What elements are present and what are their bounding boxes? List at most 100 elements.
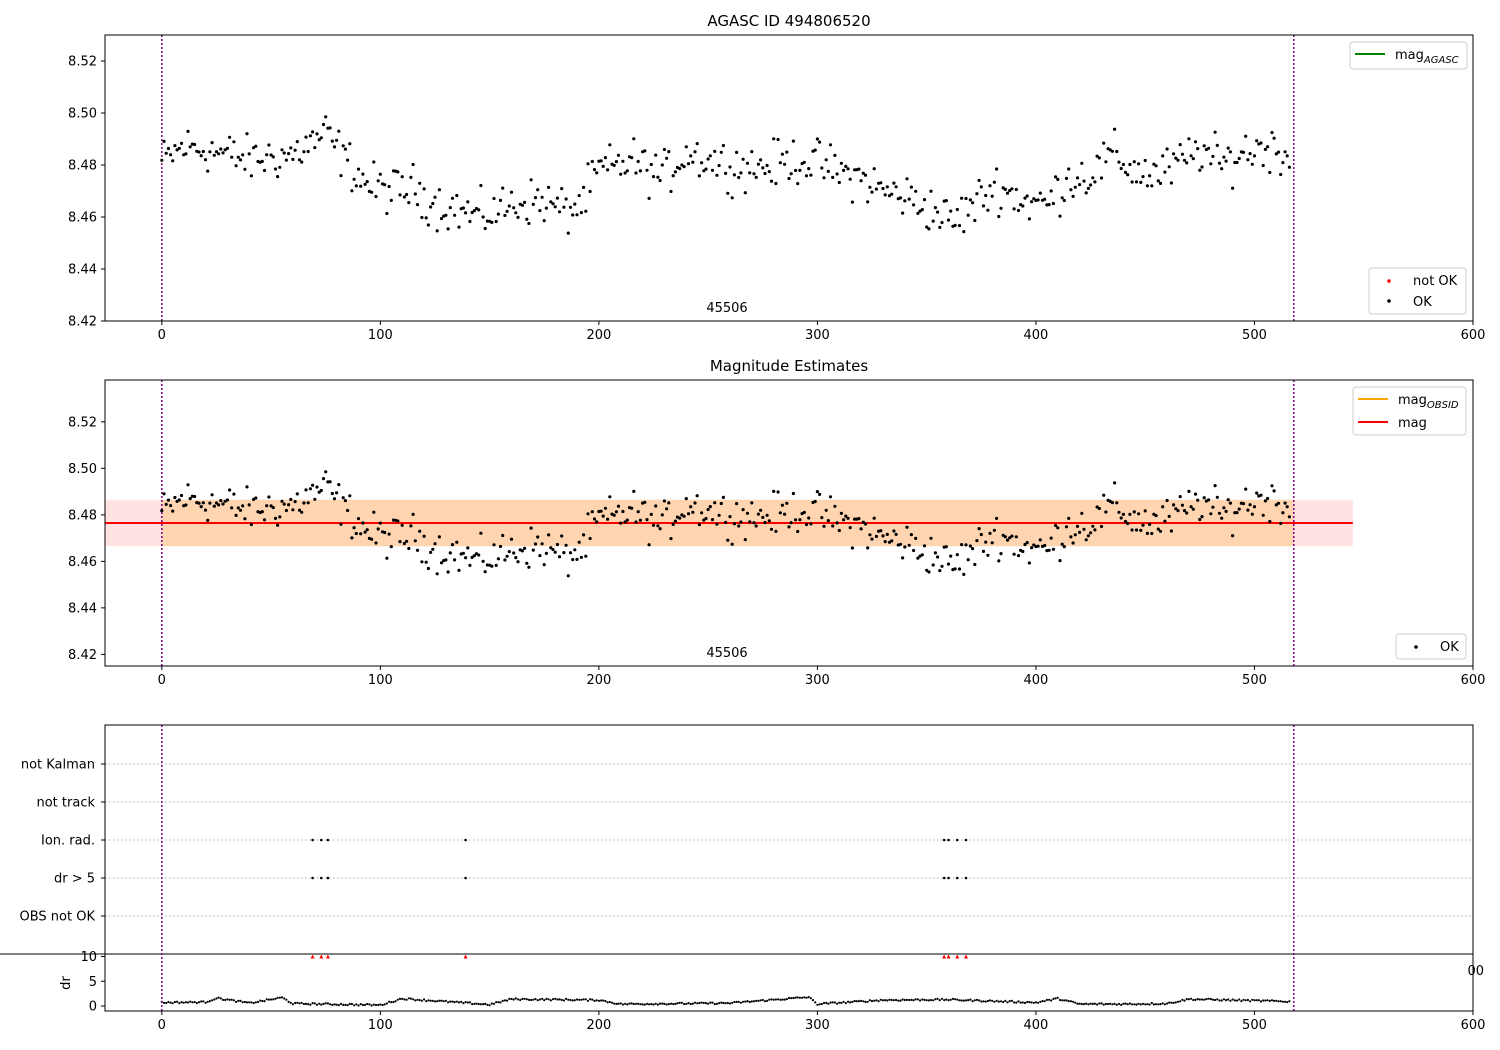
dr-point <box>630 1002 633 1005</box>
dr-point <box>248 1001 251 1004</box>
dr-point <box>1192 998 1195 1002</box>
data-point-ok <box>662 499 667 503</box>
data-point-ok <box>1154 514 1158 518</box>
dr-point <box>973 999 976 1002</box>
data-point-ok <box>523 546 527 550</box>
data-point-ok <box>203 508 208 512</box>
data-point-ok <box>455 540 459 544</box>
data-point-ok <box>1200 165 1204 169</box>
dr-point <box>1190 997 1193 1000</box>
dr-point <box>818 1003 821 1006</box>
dr-point <box>377 1003 380 1007</box>
data-point-ok <box>839 161 844 165</box>
dr-point <box>482 1003 485 1006</box>
dr-point <box>1072 1000 1075 1003</box>
data-point-ok <box>1178 495 1182 499</box>
data-point-ok <box>262 518 267 522</box>
y-tick-label: 8.44 <box>68 601 97 616</box>
dr-point <box>165 1001 168 1005</box>
data-point-ok <box>464 211 468 215</box>
dr-point <box>169 1001 172 1004</box>
data-point-ok <box>186 129 190 133</box>
dr-point <box>1139 1003 1142 1006</box>
data-point-ok <box>936 210 940 214</box>
data-point-ok <box>1104 160 1108 164</box>
dr-point <box>1181 998 1184 1001</box>
dr-point <box>530 998 533 1002</box>
dr-point <box>217 996 220 999</box>
dr-point <box>641 1003 644 1006</box>
dr-point <box>287 1000 290 1004</box>
dr-point <box>761 998 764 1002</box>
data-point-ok <box>1187 489 1191 493</box>
flag-point <box>955 876 959 880</box>
obsid-label: 45506 <box>706 301 747 316</box>
dr-point <box>1166 1002 1169 1005</box>
dr-point <box>1244 999 1247 1002</box>
dr-point <box>1152 1003 1155 1006</box>
data-point-ok <box>665 156 669 160</box>
dr-point <box>726 1001 729 1005</box>
dr-point <box>197 1001 201 1004</box>
dr-point <box>962 999 965 1002</box>
x-tick-label: 600 <box>1461 673 1486 688</box>
data-point-ok <box>282 151 286 155</box>
panel-title: AGASC ID 494806520 <box>707 12 870 30</box>
data-point-ok <box>1073 185 1077 189</box>
dr-point <box>346 1004 349 1007</box>
dr-point <box>683 1003 686 1006</box>
data-point-ok <box>938 225 942 229</box>
data-point-ok <box>1137 512 1141 516</box>
data-point-ok <box>405 539 409 543</box>
dr-point <box>849 1001 852 1004</box>
dr-point <box>739 1001 743 1004</box>
data-point-ok <box>933 551 938 555</box>
data-point-ok <box>446 570 450 574</box>
data-point-ok <box>280 148 284 152</box>
data-point-ok <box>977 178 981 182</box>
data-point-ok <box>337 483 341 487</box>
data-point-ok <box>1071 194 1075 198</box>
dr-point <box>289 1001 292 1004</box>
dr-point <box>322 1002 325 1006</box>
data-point-ok <box>523 200 527 204</box>
data-point-ok <box>1091 176 1095 180</box>
data-point-ok <box>1148 174 1152 178</box>
legend-mag-agasc: magAGASC <box>1349 41 1468 70</box>
y-tick-label: 8.42 <box>68 315 97 330</box>
data-point-ok <box>560 534 564 538</box>
dr-point <box>224 998 227 1002</box>
data-point-ok <box>960 543 964 547</box>
dr-point <box>1117 1002 1121 1006</box>
data-point-ok <box>197 501 201 505</box>
data-point-ok <box>429 205 433 209</box>
data-point-ok <box>931 219 935 223</box>
data-point-ok <box>501 186 505 190</box>
data-point-ok <box>1237 156 1241 161</box>
dr-point <box>770 998 773 1001</box>
data-point-ok <box>1097 506 1101 511</box>
data-point-ok <box>186 483 190 487</box>
data-point-ok <box>385 211 389 216</box>
dr-point <box>405 998 408 1001</box>
dr-point <box>895 998 898 1002</box>
dr-point <box>554 997 557 1000</box>
data-point-ok <box>1067 516 1071 521</box>
data-point-ok <box>1027 561 1031 565</box>
dr-point <box>617 1002 620 1005</box>
dr-point <box>1131 1003 1134 1006</box>
dr-point <box>923 998 926 1002</box>
data-point-ok <box>1038 191 1042 195</box>
dr-point <box>960 999 963 1002</box>
dr-point <box>254 1001 257 1004</box>
data-point-ok <box>693 501 697 505</box>
dr-point <box>838 1001 841 1004</box>
data-point-ok <box>415 203 420 207</box>
dr-point <box>551 998 555 1001</box>
data-point-ok <box>468 219 472 224</box>
data-point-ok <box>986 208 990 212</box>
dr-point <box>1150 1001 1153 1005</box>
data-point-ok <box>710 518 715 522</box>
dr-point <box>829 1001 832 1004</box>
dr-point <box>672 1002 675 1006</box>
